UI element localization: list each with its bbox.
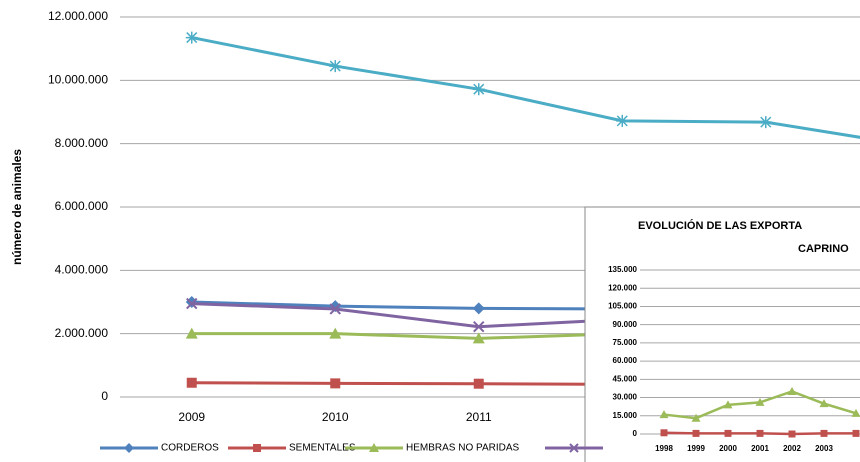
y-tick-label: 15.000: [613, 411, 638, 420]
marker: [329, 60, 342, 73]
y-tick-label: 10.000.000: [48, 73, 108, 87]
x-tick-label: 2001: [751, 444, 769, 453]
x-tick-label: 1998: [655, 444, 673, 453]
marker: [186, 377, 197, 388]
marker: [329, 327, 342, 339]
y-tick-label: 90.000: [613, 320, 638, 329]
marker: [329, 303, 341, 315]
marker: [473, 320, 485, 333]
y-tick-label: 8.000.000: [55, 136, 109, 150]
marker: [723, 400, 733, 409]
y-tick-label: 2.000.000: [55, 326, 109, 340]
x-tick-label: 2009: [178, 410, 205, 424]
marker: [756, 429, 764, 437]
legend-marker: [253, 444, 261, 452]
marker: [691, 413, 701, 422]
x-tick-label: 2003: [815, 444, 833, 453]
legend: CORDEROS SEMENTALES HEMBRAS NO PARIDAS: [100, 443, 603, 454]
x-tick-label: 1999: [687, 444, 705, 453]
marker: [724, 429, 732, 437]
x-tick-label: 2000: [719, 444, 737, 453]
legend-marker: [369, 443, 379, 452]
x-tick-label: 2011: [466, 410, 492, 424]
y-tick-label: 45.000: [613, 374, 638, 383]
y-tick-label: 105.000: [608, 302, 637, 311]
x-tick-label: 2010: [322, 410, 349, 424]
marker: [473, 378, 484, 389]
series-line: [191, 381, 623, 386]
series-line: [191, 302, 623, 329]
marker: [692, 429, 700, 437]
legend-marker: [124, 443, 134, 453]
marker: [472, 302, 485, 315]
inset-frame: [584, 206, 860, 462]
y-tick-label: 4.000.000: [55, 263, 109, 277]
y-tick-label: 30.000: [613, 393, 638, 402]
marker: [819, 399, 829, 408]
marker: [852, 429, 860, 437]
series-line: [191, 36, 860, 139]
y-axis-label: número de animales: [10, 149, 24, 265]
y-tick-label: 60.000: [613, 356, 638, 365]
marker: [851, 408, 860, 417]
x-tick-label: 2002: [783, 444, 801, 453]
marker: [186, 297, 198, 310]
legend-label: SEMENTALES: [289, 443, 356, 454]
marker: [185, 327, 198, 339]
y-tick-label: 0: [633, 429, 638, 438]
marker: [472, 83, 485, 96]
marker: [787, 386, 797, 395]
y-tick-label: 0: [101, 389, 108, 403]
chart-title: EVOLUCIÓN DE LAS EXPORTA: [638, 219, 802, 232]
marker: [330, 378, 341, 389]
legend-label: CORDEROS: [161, 443, 219, 454]
y-tick-label: 6.000.000: [55, 199, 109, 213]
marker: [755, 397, 765, 406]
y-tick-label: 120.000: [608, 283, 637, 292]
marker: [659, 410, 669, 419]
marker: [820, 429, 828, 437]
series-line: [191, 332, 623, 340]
marker: [616, 114, 629, 127]
legend-marker: [569, 443, 579, 453]
y-tick-label: 135.000: [608, 265, 637, 274]
y-tick-label: 75.000: [613, 338, 638, 347]
inset-chart: 0 15.000 30.000 45.000 60.000 75.000 90.000 105…: [584, 206, 860, 462]
chart-title: CAPRINO: [798, 243, 849, 255]
marker: [660, 429, 668, 437]
marker: [759, 116, 772, 129]
marker: [185, 31, 198, 44]
legend-label: HEMBRAS NO PARIDAS: [406, 443, 519, 454]
marker: [472, 332, 485, 344]
series-line: [191, 300, 623, 311]
marker: [788, 430, 796, 438]
y-tick-label: 12.000.000: [48, 9, 108, 23]
